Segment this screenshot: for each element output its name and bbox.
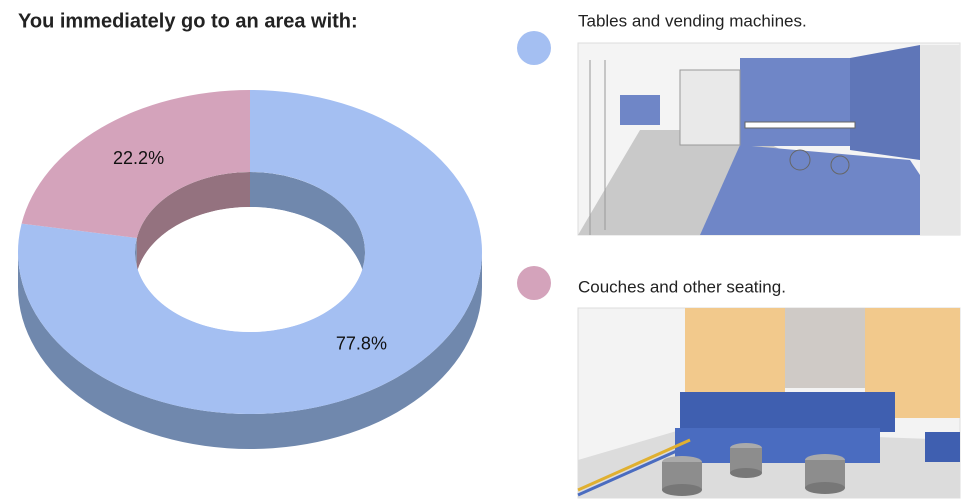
value-label: 22.2% <box>113 148 164 168</box>
legend: Tables and vending machines. Couches and … <box>517 11 807 300</box>
donut: 77.8% 22.2% <box>17 90 482 449</box>
slice <box>21 90 251 238</box>
illustration-lounge <box>577 42 961 236</box>
illustration-couches <box>577 307 961 499</box>
slice-inner-wall <box>250 172 365 287</box>
value-label: 77.8% <box>336 333 387 353</box>
legend-swatch <box>517 31 551 65</box>
legend-swatch <box>517 266 551 300</box>
legend-label: Couches and other seating. <box>578 277 786 296</box>
legend-label: Tables and vending machines. <box>578 11 807 30</box>
slice-inner-wall <box>136 172 250 273</box>
slice-side <box>18 252 482 449</box>
slice <box>17 90 482 415</box>
chart-title: You immediately go to an area with: <box>18 10 358 32</box>
